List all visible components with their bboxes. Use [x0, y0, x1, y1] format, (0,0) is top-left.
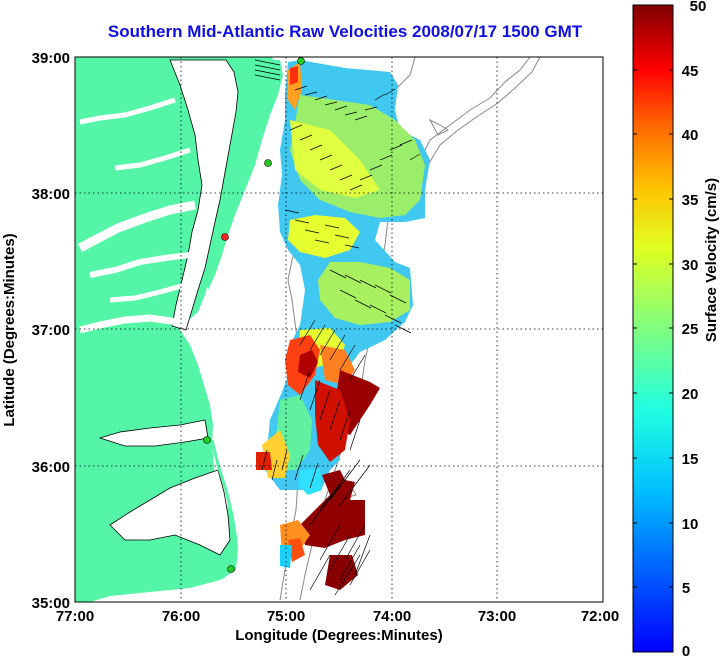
- station-markers: [203, 57, 305, 573]
- colorbar-tick: 30: [682, 257, 699, 274]
- x-axis-label: Longitude (Degrees:Minutes): [235, 627, 443, 644]
- colorbar-tick: 10: [682, 516, 699, 533]
- map-title: Southern Mid-Atlantic Raw Velocities 200…: [107, 22, 583, 41]
- station-marker: [264, 159, 272, 167]
- rappahannock-river: [89, 252, 191, 278]
- plot-frame: [74, 56, 604, 603]
- velocity-vectors: [254, 59, 421, 596]
- x-tick: 73:00: [478, 608, 516, 625]
- colorbar-ticks: [633, 4, 673, 653]
- y-axis-label: Latitude (Degrees:Minutes): [1, 233, 18, 426]
- colorbar-tick: 5: [682, 580, 690, 597]
- station-marker: [203, 436, 211, 444]
- y-tick: 38:00: [32, 186, 70, 203]
- chesapeake-bay: [169, 59, 239, 331]
- x-tick: 77:00: [56, 608, 94, 625]
- y-tick: 36:00: [32, 459, 70, 476]
- outer-banks: [210, 439, 238, 580]
- colorbar-tick-labels: 50 45 40 35 30 25 20 15 10 5 0: [682, 0, 707, 659]
- colorbar-tick: 45: [682, 63, 699, 80]
- york-river: [109, 282, 186, 303]
- y-tick: 39:00: [32, 50, 70, 67]
- colorbar-tick: 25: [682, 321, 699, 338]
- x-tick: 72:00: [581, 608, 619, 625]
- y-tick-labels: 39:00 38:00 37:00 36:00 35:00: [32, 50, 70, 612]
- colorbar-tick: 15: [682, 451, 699, 468]
- x-tick: 75:00: [267, 608, 305, 625]
- land-delmarva: [205, 60, 283, 290]
- upper-bay-branch: [79, 97, 176, 125]
- x-tick: 74:00: [373, 608, 411, 625]
- station-marker: [227, 565, 235, 573]
- grid-lines: [75, 57, 603, 602]
- potomac-river: [77, 200, 196, 252]
- station-marker: [297, 57, 305, 65]
- colorbar-tick: 20: [682, 386, 699, 403]
- pamlico-sound: [109, 469, 231, 556]
- colorbar-label: Surface Velocity (cm/s): [703, 178, 720, 342]
- colorbar-tick: 0: [682, 643, 690, 659]
- station-marker: [221, 233, 229, 241]
- james-river: [79, 314, 179, 334]
- y-tick: 35:00: [32, 595, 70, 612]
- colorbar-tick: 35: [682, 192, 699, 209]
- colorbar-tick: 40: [682, 127, 699, 144]
- x-tick-labels: 77:00 76:00 75:00 74:00 73:00 72:00: [56, 608, 619, 625]
- x-tick: 76:00: [162, 608, 200, 625]
- y-tick: 37:00: [32, 322, 70, 339]
- colorbar: [632, 4, 674, 653]
- colorbar-tick: 50: [690, 0, 707, 15]
- patuxent-river: [114, 147, 191, 171]
- velocity-field: [256, 60, 430, 590]
